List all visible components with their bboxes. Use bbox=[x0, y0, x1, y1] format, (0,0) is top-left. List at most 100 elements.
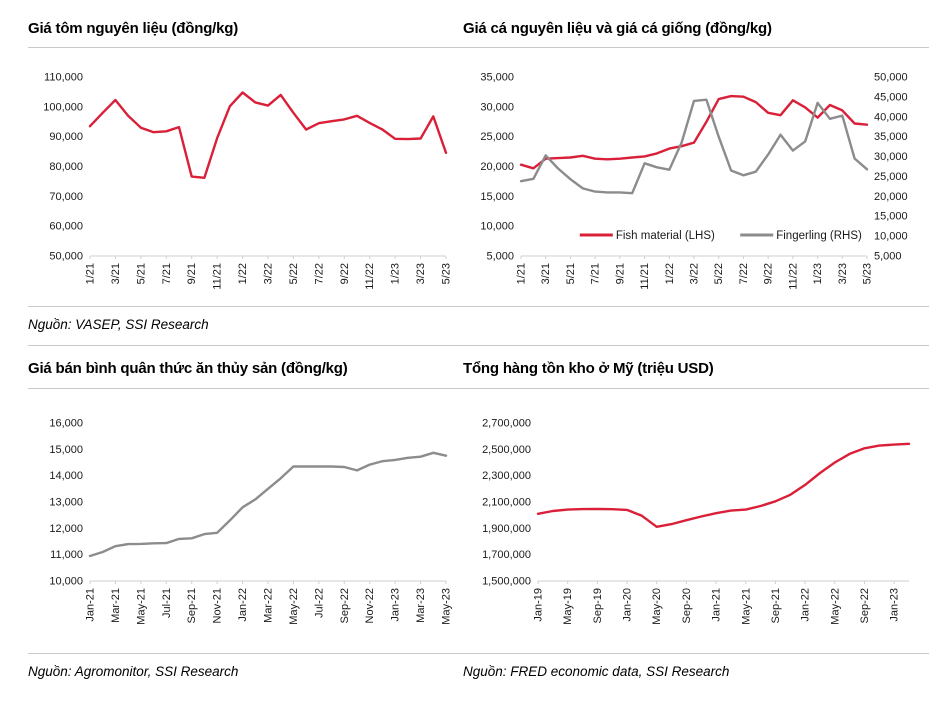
source-note-empty bbox=[463, 317, 929, 333]
x-axis-label: Mar-23 bbox=[415, 588, 427, 623]
chart-title-feed-price: Giá bán bình quân thức ăn thủy sản (đồng… bbox=[28, 360, 348, 378]
x-axis-label: Nov-21 bbox=[212, 588, 224, 623]
y-axis-label: 20,000 bbox=[480, 161, 514, 173]
shrimp-material-price-line bbox=[88, 91, 448, 180]
bottom-charts-row: 10,000 11,000 12,000 13,000 14,000 15,000 16,0… bbox=[28, 393, 929, 643]
y-axis-label: 70,000 bbox=[49, 191, 83, 203]
x-axis-label: 9/22 bbox=[763, 263, 775, 284]
y2-axis-label: 35,000 bbox=[874, 131, 908, 143]
x-axis-label: Sep-22 bbox=[339, 588, 351, 623]
x-axis-label: Jul-22 bbox=[313, 588, 325, 618]
y-axis-label: 15,000 bbox=[480, 191, 514, 203]
aqua-feed-average-selling-price-line bbox=[88, 451, 448, 558]
y2-axis-label: 15,000 bbox=[874, 211, 908, 223]
x-axis-label: Sep-21 bbox=[770, 588, 782, 623]
x-axis-label: Jan-21 bbox=[711, 588, 723, 622]
x-axis-label: Sep-20 bbox=[681, 588, 693, 623]
bottom-titles-row: Giá bán bình quân thức ăn thủy sản (đồng… bbox=[28, 346, 929, 390]
x-axis-label: 5/23 bbox=[862, 263, 874, 284]
top-charts-row: 50,000 60,000 70,000 80,000 90,000 100,000 110… bbox=[28, 52, 929, 296]
x-axis-label: 1/23 bbox=[812, 263, 824, 284]
y-axis-label: 2,300,000 bbox=[482, 470, 531, 482]
y-axis-label: 2,100,000 bbox=[482, 497, 531, 509]
x-axis-label: 7/22 bbox=[313, 263, 325, 284]
top-titles-row: Giá tôm nguyên liệu (đồng/kg) Giá cá ngu… bbox=[28, 0, 929, 48]
y2-axis-label: 40,000 bbox=[874, 111, 908, 123]
y2-axis-label: 30,000 bbox=[874, 151, 908, 163]
y-axis-label: 110,000 bbox=[44, 72, 83, 84]
x-axis-label: 5/23 bbox=[441, 263, 453, 284]
x-axis-label: May-21 bbox=[740, 588, 752, 625]
x-axis-label: 3/23 bbox=[837, 263, 849, 284]
x-axis-label: Mar-22 bbox=[263, 588, 275, 623]
total-us-inventories-line bbox=[536, 442, 911, 529]
y-axis-label: 16,000 bbox=[49, 418, 83, 430]
x-axis-label: 11/22 bbox=[787, 263, 799, 290]
y-axis-label: 2,500,000 bbox=[482, 444, 531, 456]
x-axis-label: 7/21 bbox=[590, 263, 602, 284]
y-axis-label: 1,900,000 bbox=[482, 523, 531, 535]
x-axis-label: May-23 bbox=[441, 588, 453, 625]
y-axis-label: 100,000 bbox=[43, 101, 83, 113]
y-axis-label: 12,000 bbox=[49, 523, 83, 535]
y2-axis-label: 10,000 bbox=[874, 231, 908, 243]
source-note-fred: Nguồn: FRED economic data, SSI Research bbox=[463, 664, 730, 680]
x-axis-label: 1/23 bbox=[390, 263, 402, 284]
x-axis-label: 5/21 bbox=[565, 263, 577, 284]
y-axis-label: 1,700,000 bbox=[482, 549, 531, 561]
x-axis-label: 5/21 bbox=[135, 263, 147, 284]
fingerling-rhs--line bbox=[519, 98, 869, 195]
x-axis-label: Jan-23 bbox=[889, 588, 901, 622]
y-axis-label: 1,500,000 bbox=[482, 576, 531, 588]
y-axis-label: 90,000 bbox=[49, 131, 83, 143]
x-axis-label: Mar-21 bbox=[110, 588, 122, 623]
x-axis-label: Jan-21 bbox=[85, 588, 97, 622]
x-axis-label: Sep-22 bbox=[859, 588, 871, 623]
x-axis-label: 11/22 bbox=[364, 263, 376, 290]
x-axis-label: 1/21 bbox=[516, 263, 528, 284]
us-inventories-chart: 1,500,000 1,700,000 1,900,000 2,100,000 2,30… bbox=[482, 418, 911, 625]
x-axis-label: Jan-23 bbox=[390, 588, 402, 622]
x-axis-label: 5/22 bbox=[713, 263, 725, 284]
y2-axis-label: 5,000 bbox=[874, 251, 902, 263]
x-axis-label: 1/22 bbox=[664, 263, 676, 284]
y-axis-label: 35,000 bbox=[480, 72, 514, 84]
x-axis-label: Jan-19 bbox=[533, 588, 545, 622]
y-axis-label: 5,000 bbox=[486, 251, 514, 263]
legend-label: Fish material (LHS) bbox=[616, 230, 715, 242]
x-axis-label: 9/22 bbox=[339, 263, 351, 284]
fish-material-lhs--line bbox=[519, 94, 869, 170]
chart-title-shrimp-price: Giá tôm nguyên liệu (đồng/kg) bbox=[28, 20, 239, 37]
top-source-row: Nguồn: VASEP, SSI Research bbox=[28, 306, 929, 347]
y-axis-label: 13,000 bbox=[49, 497, 83, 509]
chart-title-us-inventories: Tổng hàng tồn kho ở Mỹ (triệu USD) bbox=[463, 360, 714, 378]
x-axis-label: Jul-21 bbox=[161, 588, 173, 618]
x-axis-label: Nov-22 bbox=[364, 588, 376, 623]
y-axis-label: 2,700,000 bbox=[482, 418, 531, 430]
y2-axis-label: 50,000 bbox=[874, 72, 908, 84]
y2-axis-label: 45,000 bbox=[874, 91, 908, 103]
chart-title-fish-price: Giá cá nguyên liệu và giá cá giống (đồng… bbox=[463, 20, 772, 37]
x-axis-label: 3/21 bbox=[110, 263, 122, 284]
y-axis-label: 10,000 bbox=[480, 221, 514, 233]
x-axis-label: 9/21 bbox=[186, 263, 198, 284]
legend-label: Fingerling (RHS) bbox=[776, 230, 862, 242]
y-axis-label: 30,000 bbox=[480, 101, 514, 113]
y-axis-label: 14,000 bbox=[49, 470, 83, 482]
x-axis-label: Jan-22 bbox=[237, 588, 249, 622]
source-note-agromonitor: Nguồn: Agromonitor, SSI Research bbox=[28, 664, 239, 680]
x-axis-label: May-21 bbox=[135, 588, 147, 625]
x-axis-label: May-22 bbox=[829, 588, 841, 625]
x-axis-label: 1/21 bbox=[85, 263, 97, 284]
x-axis-label: 9/21 bbox=[614, 263, 626, 284]
y-axis-label: 10,000 bbox=[49, 576, 83, 588]
x-axis-label: Jan-22 bbox=[800, 588, 812, 622]
x-axis-label: 1/22 bbox=[237, 263, 249, 284]
y-axis-label: 25,000 bbox=[480, 131, 514, 143]
x-axis-label: 7/22 bbox=[738, 263, 750, 284]
fish-price-chart: 5,000 10,000 15,000 20,000 25,000 30,000 35,00… bbox=[480, 72, 908, 290]
y-axis-label: 11,000 bbox=[50, 549, 83, 561]
y2-axis-label: 25,000 bbox=[874, 171, 908, 183]
y-axis-label: 60,000 bbox=[49, 221, 83, 233]
